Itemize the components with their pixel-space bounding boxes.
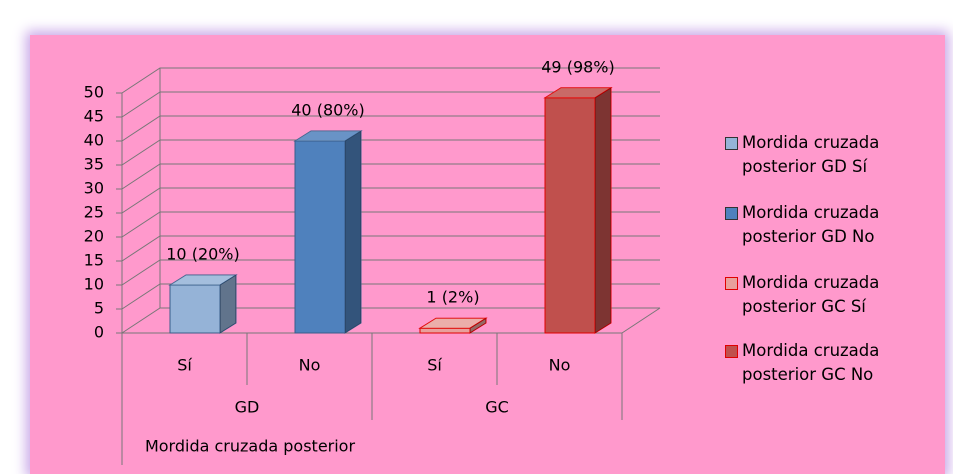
y-tick-label: 10 <box>84 275 104 294</box>
y-tick-label: 45 <box>84 107 104 126</box>
legend-swatch <box>725 207 738 220</box>
bar-side-shade <box>595 87 611 333</box>
bar-front <box>169 284 221 334</box>
bar-side <box>344 130 362 334</box>
legend-label: Mordida cruzada posterior GC No <box>742 341 880 384</box>
x-tick-label: Sí <box>177 356 192 375</box>
legend-label: Mordida cruzada posterior GD No <box>742 203 880 246</box>
y-tick-label: 15 <box>84 251 104 270</box>
y-tick-label: 30 <box>84 179 104 198</box>
bar-front <box>419 327 471 334</box>
data-label: 10 (20%) <box>166 245 240 264</box>
bar-top-shade <box>420 318 486 329</box>
legend-label: Mordida cruzada posterior GC Sí <box>742 273 880 316</box>
bar <box>543 86 613 334</box>
x-tick-label: No <box>299 356 321 375</box>
y-tick-label: 20 <box>84 227 104 246</box>
chart-area <box>30 35 945 474</box>
y-tick-label: 0 <box>94 323 104 342</box>
bar-top-shade <box>170 275 236 285</box>
bar <box>293 130 363 334</box>
bar-side <box>219 274 237 334</box>
bar <box>168 274 238 334</box>
bar-top-shade <box>295 131 361 141</box>
bar-front <box>294 140 346 334</box>
x-tick-label: Sí <box>427 356 442 375</box>
bar-side <box>594 86 612 334</box>
legend-entry: Mordida cruzada posterior GD Sí <box>725 131 925 179</box>
legend-entry: Mordida cruzada posterior GC No <box>725 339 925 387</box>
y-tick-label: 50 <box>84 83 104 102</box>
bar-top-shade <box>545 87 611 98</box>
y-tick-label: 35 <box>84 155 104 174</box>
group-label: GC <box>485 398 509 417</box>
x-tick-label: No <box>549 356 571 375</box>
data-label: 1 (2%) <box>426 288 479 307</box>
y-tick-label: 25 <box>84 203 104 222</box>
bar-side-shade <box>220 275 236 333</box>
bar <box>418 317 488 334</box>
legend-entry: Mordida cruzada posterior GC Sí <box>725 271 925 319</box>
y-tick-label: 5 <box>94 299 104 318</box>
bar-side-shade <box>345 131 361 333</box>
bar-front <box>544 97 596 334</box>
legend-label: Mordida cruzada posterior GD Sí <box>742 133 880 176</box>
y-tick-label: 40 <box>84 131 104 150</box>
data-label: 40 (80%) <box>291 101 365 120</box>
legend-swatch <box>725 277 738 290</box>
data-label: 49 (98%) <box>541 57 615 76</box>
bar-side-shade <box>470 318 486 333</box>
x-axis-title: Mordida cruzada posterior <box>145 437 356 456</box>
legend-entry: Mordida cruzada posterior GD No <box>725 201 925 249</box>
group-label: GD <box>235 398 260 417</box>
legend-swatch <box>725 345 738 358</box>
bar-side <box>469 317 487 334</box>
floor <box>621 307 661 334</box>
legend-swatch <box>725 137 738 150</box>
